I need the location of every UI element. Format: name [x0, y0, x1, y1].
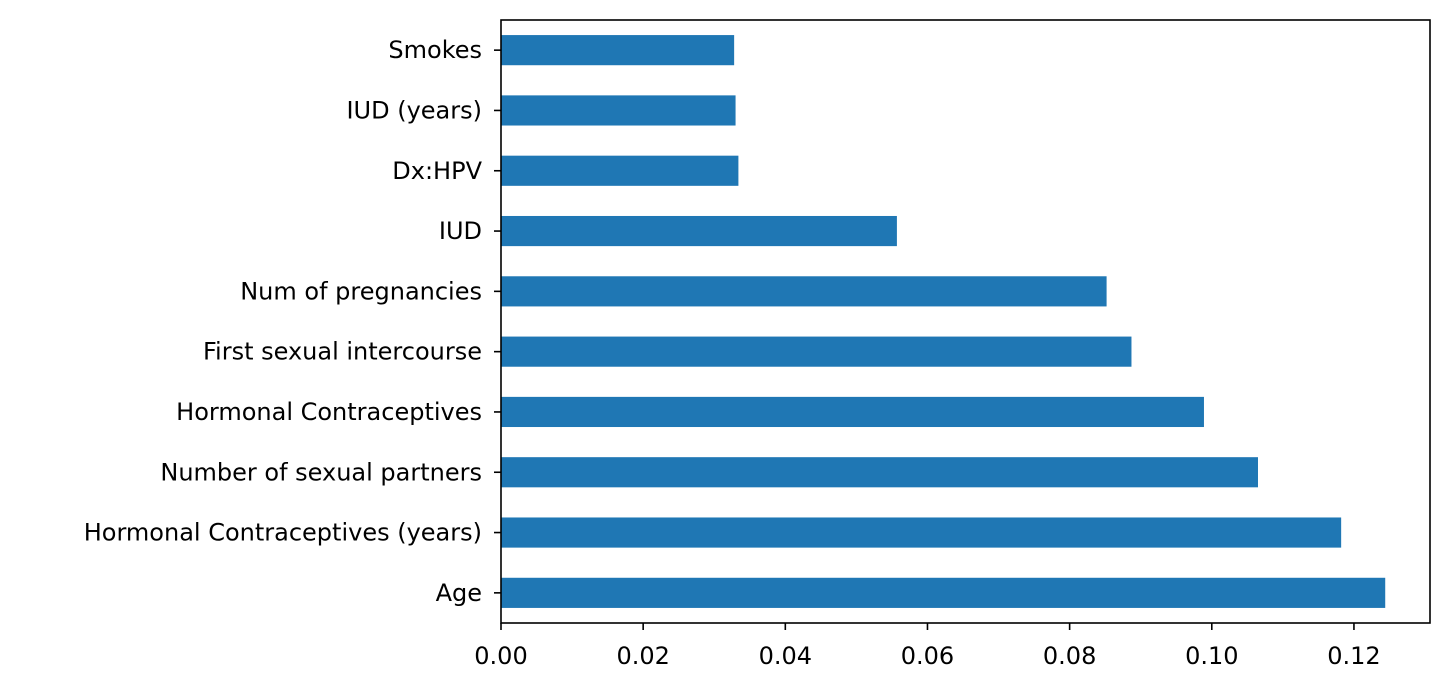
y-tick-label: Hormonal Contraceptives (years) [84, 519, 482, 547]
x-tick-label: 0.10 [1185, 642, 1238, 670]
x-tick-label: 0.00 [474, 642, 527, 670]
x-axis: 0.00 0.02 0.04 0.06 0.08 0.10 0.12 [474, 623, 1381, 670]
y-tick-label: Number of sexual partners [160, 458, 482, 486]
plot-frame [500, 19, 1431, 624]
y-tick-label: Hormonal Contraceptives [176, 398, 482, 426]
x-tick-label: 0.12 [1327, 642, 1380, 670]
bar-dx-hpv [501, 155, 739, 186]
x-tick-label: 0.02 [616, 642, 669, 670]
bar-smokes [501, 35, 735, 66]
bar-first-sexual-intercourse [501, 336, 1132, 367]
bar-num-of-pregnancies [501, 276, 1107, 307]
y-tick-label: Smokes [388, 36, 482, 64]
bar-hormonal-contraceptives-years [501, 517, 1342, 548]
bar-iud [501, 215, 897, 247]
bar-number-of-sexual-partners [501, 457, 1258, 488]
y-tick-label: First sexual intercourse [203, 338, 482, 366]
x-tick-label: 0.06 [901, 642, 954, 670]
y-tick-label: IUD [439, 217, 482, 245]
bar-iud-years [501, 95, 736, 126]
y-tick-label: Num of pregnancies [240, 277, 482, 305]
y-tick-label: Age [436, 579, 482, 607]
x-tick-label: 0.04 [759, 642, 812, 670]
x-tick-label: 0.08 [1043, 642, 1096, 670]
y-tick-label: IUD (years) [346, 96, 482, 124]
bar-hormonal-contraceptives [501, 396, 1204, 428]
y-tick-label: Dx:HPV [392, 157, 482, 185]
bar-age [501, 577, 1386, 608]
bars-group [501, 35, 1386, 608]
y-tick-labels: Age Hormonal Contraceptives (years) Number… [84, 36, 501, 607]
